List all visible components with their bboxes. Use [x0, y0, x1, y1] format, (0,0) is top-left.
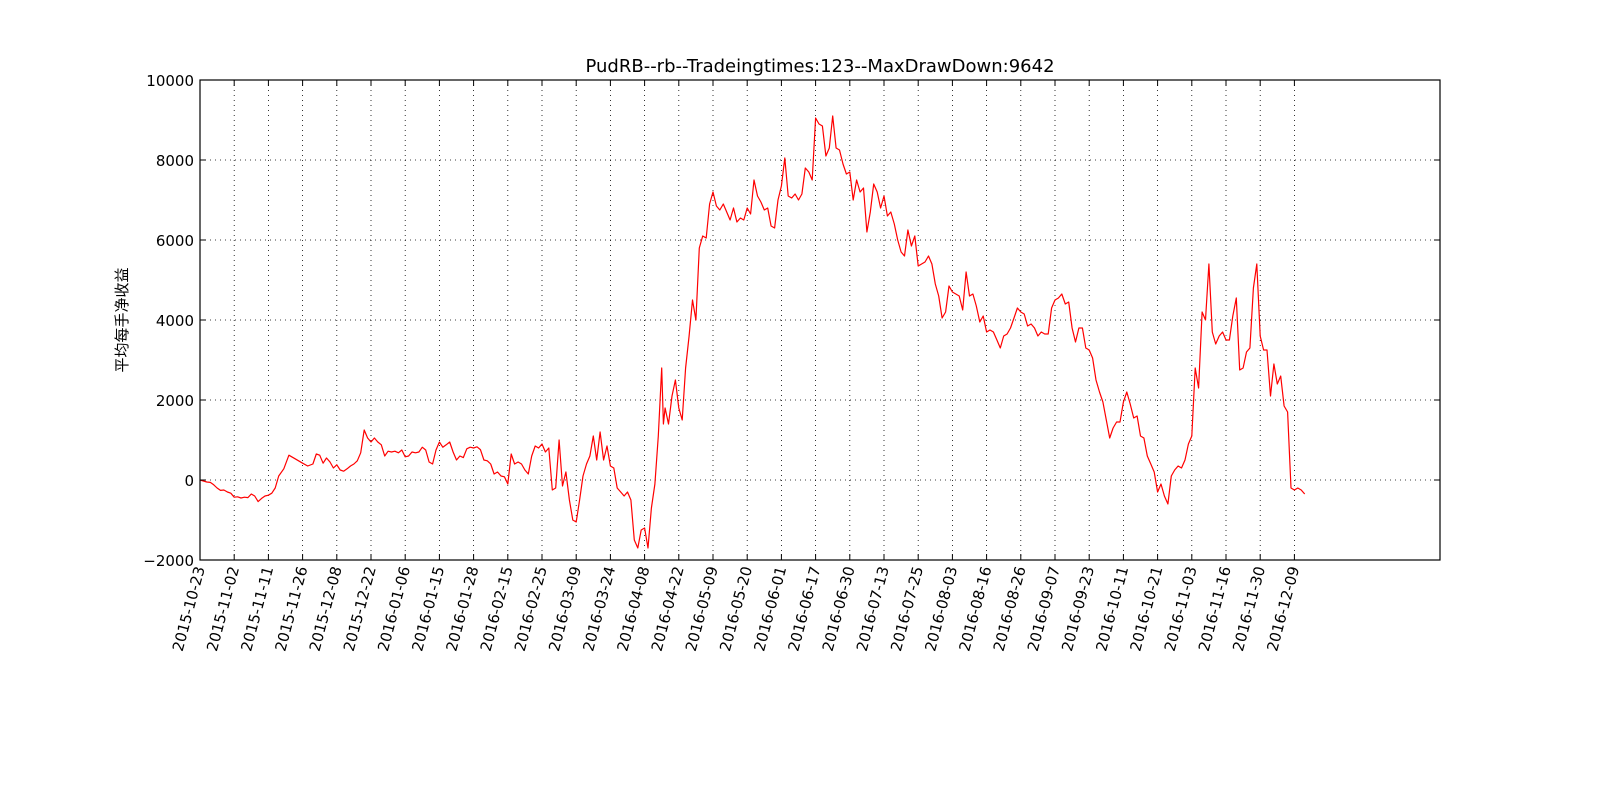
x-tick-label: 2016-08-26: [990, 564, 1030, 653]
x-tick-label: 2016-05-09: [682, 564, 722, 653]
y-axis-label: 平均每手净收益: [113, 267, 131, 372]
x-tick-label: 2016-10-11: [1092, 564, 1132, 653]
x-tick-label: 2016-03-24: [579, 564, 619, 653]
x-tick-label: 2016-07-13: [853, 564, 893, 653]
y-tick-label: 2000: [156, 392, 194, 410]
x-tick-label: 2015-12-22: [340, 564, 380, 653]
x-tick-label: 2016-01-28: [443, 564, 483, 653]
x-tick-label: 2016-09-07: [1024, 564, 1064, 653]
y-tick-label: 0: [184, 472, 194, 490]
y-tick-label: 10000: [146, 72, 194, 90]
x-tick-labels: 2015-10-232015-11-022015-11-112015-11-26…: [169, 564, 1303, 653]
chart-title: PudRB--rb--Tradeingtimes:123--MaxDrawDow…: [585, 56, 1054, 77]
axis-ticks: [199, 79, 1440, 561]
x-tick-label: 2016-04-08: [614, 564, 654, 653]
x-tick-label: 2016-11-03: [1161, 564, 1201, 653]
x-tick-label: 2016-07-25: [887, 564, 927, 653]
y-tick-label: −2000: [143, 552, 194, 570]
x-tick-label: 2015-11-11: [237, 564, 277, 653]
x-tick-label: 2016-01-06: [374, 564, 414, 653]
x-tick-label: 2016-10-21: [1127, 564, 1167, 653]
x-tick-label: 2016-04-22: [648, 564, 688, 653]
x-tick-label: 2016-06-17: [785, 564, 825, 653]
x-tick-label: 2016-02-15: [477, 564, 517, 653]
x-tick-label: 2016-08-03: [921, 564, 961, 653]
x-tick-label: 2016-02-25: [511, 564, 551, 653]
x-tick-label: 2016-09-23: [1058, 564, 1098, 653]
x-tick-label: 2016-11-16: [1195, 564, 1235, 653]
x-tick-label: 2016-12-09: [1263, 564, 1303, 653]
x-tick-label: 2015-11-02: [203, 564, 243, 653]
y-tick-label: 8000: [156, 152, 194, 170]
y-tick-labels: −2000 0 2000 4000 6000 8000 10000: [143, 72, 194, 570]
y-tick-label: 6000: [156, 232, 194, 250]
x-tick-label: 2016-03-09: [545, 564, 585, 653]
x-tick-label: 2015-10-23: [169, 564, 209, 653]
y-tick-label: 4000: [156, 312, 194, 330]
x-tick-label: 2015-12-08: [306, 564, 346, 653]
x-tick-label: 2016-06-01: [750, 564, 790, 653]
x-tick-label: 2016-05-20: [716, 564, 756, 653]
x-tick-label: 2016-01-15: [408, 564, 448, 653]
net-profit-line: [199, 115, 1306, 549]
series-lines: [199, 115, 1306, 549]
x-tick-label: 2016-06-30: [819, 564, 859, 653]
x-tick-label: 2015-11-26: [272, 564, 312, 653]
x-tick-label: 2016-11-30: [1229, 564, 1269, 653]
x-tick-label: 2016-08-16: [956, 564, 996, 653]
